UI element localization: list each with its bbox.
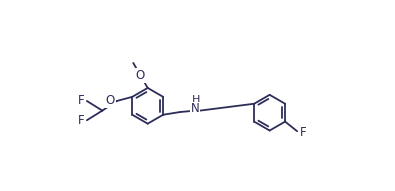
Text: F: F xyxy=(300,126,307,139)
Text: O: O xyxy=(106,95,115,108)
Text: H: H xyxy=(192,96,200,105)
Text: N: N xyxy=(191,102,200,115)
Text: F: F xyxy=(77,114,84,127)
Text: F: F xyxy=(77,94,84,107)
Text: O: O xyxy=(136,69,145,82)
